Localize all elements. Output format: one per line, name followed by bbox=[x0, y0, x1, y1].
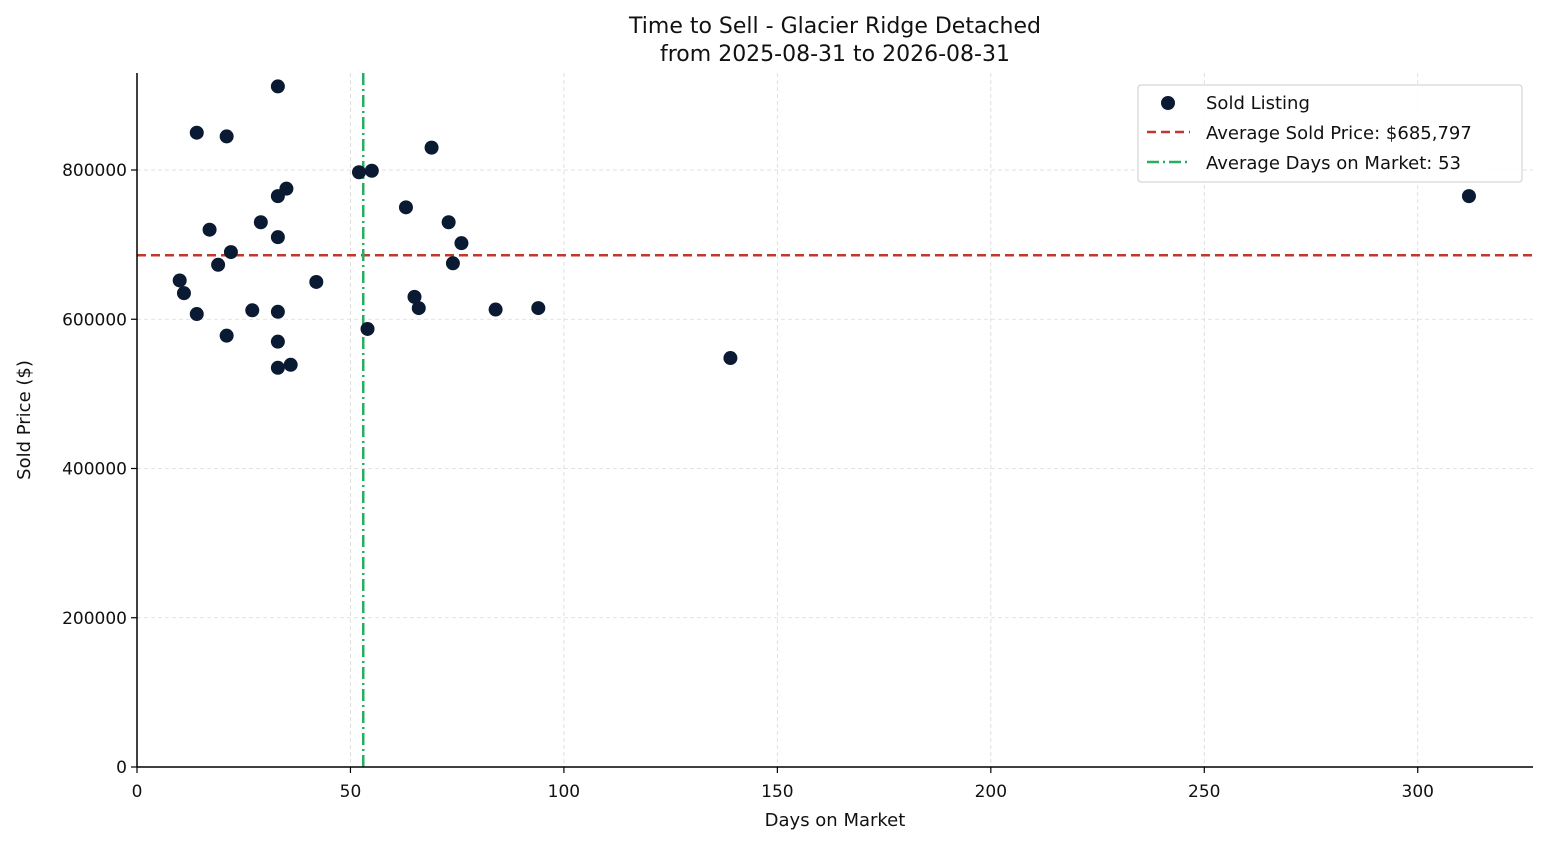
data-point bbox=[219, 328, 234, 343]
x-tick-label: 100 bbox=[548, 782, 580, 802]
x-tick-label: 50 bbox=[340, 782, 362, 802]
data-point bbox=[270, 79, 285, 94]
x-tick-label: 0 bbox=[132, 782, 143, 802]
y-tick-label: 800000 bbox=[62, 161, 127, 181]
data-point bbox=[723, 351, 738, 366]
data-point bbox=[454, 236, 469, 251]
data-point bbox=[176, 286, 191, 301]
data-point bbox=[360, 321, 375, 336]
data-point bbox=[270, 304, 285, 319]
y-tick-label: 0 bbox=[116, 758, 127, 778]
x-tick-label: 200 bbox=[975, 782, 1007, 802]
data-point bbox=[1461, 189, 1476, 204]
data-point bbox=[488, 302, 503, 317]
y-tick-label: 400000 bbox=[62, 460, 127, 480]
data-point bbox=[270, 230, 285, 245]
data-point bbox=[245, 303, 260, 318]
legend-label-avg-price: Average Sold Price: $685,797 bbox=[1206, 123, 1472, 144]
axes bbox=[136, 73, 1533, 768]
data-points bbox=[172, 79, 1476, 375]
data-point bbox=[172, 273, 187, 288]
data-point bbox=[398, 200, 413, 215]
data-point bbox=[445, 256, 460, 271]
x-tick-label: 300 bbox=[1402, 782, 1434, 802]
data-point bbox=[189, 307, 204, 322]
data-point bbox=[424, 140, 439, 155]
y-axis-label: Sold Price ($) bbox=[14, 360, 35, 480]
chart-subtitle: from 2025-08-31 to 2026-08-31 bbox=[660, 42, 1010, 67]
data-point bbox=[351, 165, 366, 180]
legend-marker-sold-listing bbox=[1161, 96, 1175, 110]
chart-title: Time to Sell - Glacier Ridge Detached bbox=[628, 14, 1041, 39]
data-point bbox=[441, 215, 456, 230]
legend-box bbox=[1137, 84, 1523, 183]
x-tick-label: 150 bbox=[761, 782, 793, 802]
data-point bbox=[407, 289, 422, 304]
data-point bbox=[283, 357, 298, 372]
x-tick-label: 250 bbox=[1188, 782, 1220, 802]
data-point bbox=[219, 129, 234, 144]
y-tick-label: 200000 bbox=[62, 609, 127, 629]
data-point bbox=[189, 125, 204, 140]
data-point bbox=[531, 301, 546, 316]
x-axis-label: Days on Market bbox=[765, 810, 906, 831]
data-point bbox=[309, 274, 324, 289]
data-point bbox=[223, 245, 238, 260]
data-point bbox=[279, 181, 294, 196]
x-axis-ticks: 0 50 100 150 200 250 300 bbox=[132, 767, 1434, 802]
y-axis-ticks: 0 200000 400000 600000 800000 bbox=[62, 161, 137, 778]
data-point bbox=[411, 301, 426, 316]
reference-lines bbox=[137, 73, 1533, 767]
data-point bbox=[364, 163, 379, 178]
data-point bbox=[270, 360, 285, 375]
legend: Sold Listing Average Sold Price: $685,79… bbox=[1137, 84, 1523, 183]
legend-label-sold-listing: Sold Listing bbox=[1206, 93, 1310, 114]
data-point bbox=[211, 257, 226, 272]
data-point bbox=[253, 215, 268, 230]
legend-label-avg-days: Average Days on Market: 53 bbox=[1206, 153, 1461, 174]
data-point bbox=[202, 222, 217, 237]
data-point bbox=[270, 334, 285, 349]
y-tick-label: 600000 bbox=[62, 310, 127, 330]
